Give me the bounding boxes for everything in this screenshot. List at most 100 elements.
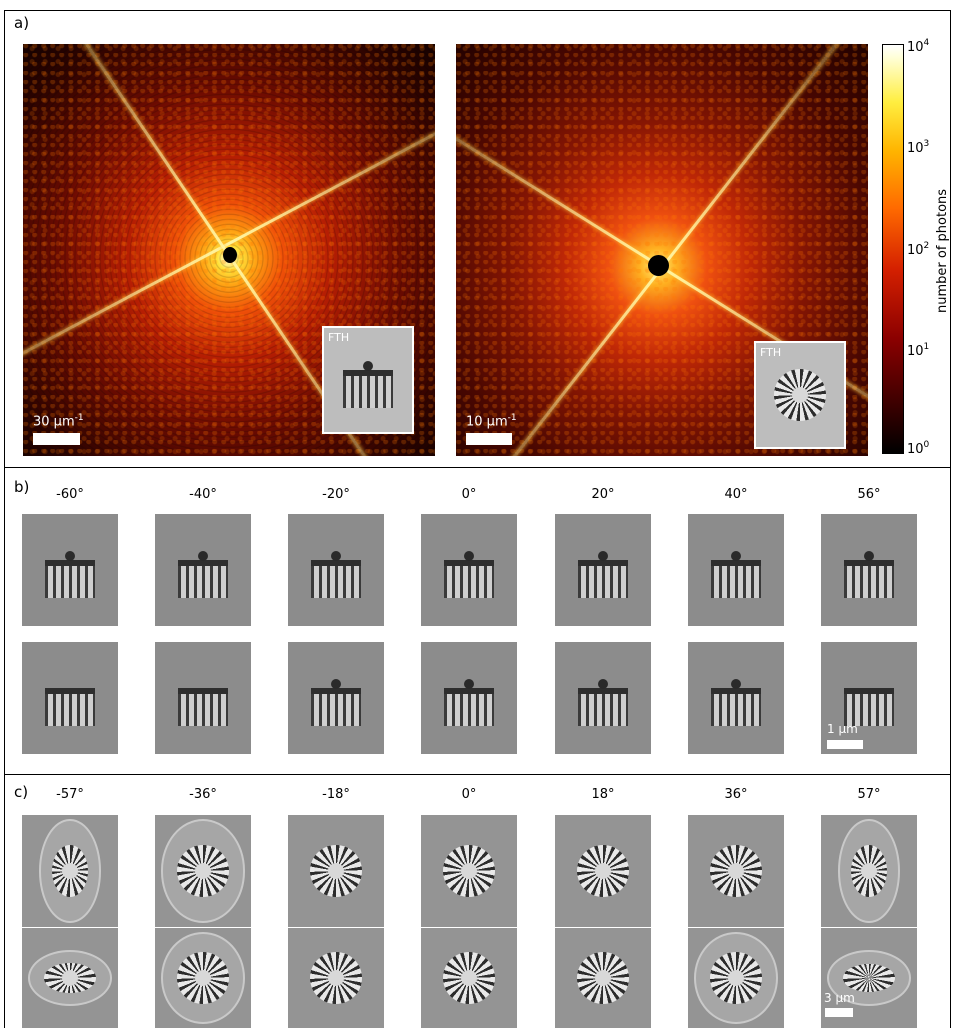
angle-label: 20° — [591, 487, 615, 502]
beamstop — [648, 255, 669, 276]
rosette-core — [195, 970, 211, 986]
scale-bar — [827, 740, 863, 749]
reconstruction-tile — [155, 928, 251, 1028]
reconstruction-tile — [421, 514, 517, 626]
reconstruction-tile — [688, 928, 784, 1028]
reconstruction-tile — [555, 815, 651, 927]
reconstruction-tile — [288, 815, 384, 927]
angle-label: -20° — [322, 487, 350, 502]
angle-label: 18° — [591, 787, 615, 802]
gate-structure-image — [444, 688, 494, 726]
angle-label: -18° — [322, 787, 350, 802]
gate-structure-image — [178, 688, 228, 726]
reconstruction-tile — [555, 514, 651, 626]
colorbar-tick: 103 — [907, 139, 930, 156]
reconstruction-tile — [155, 642, 251, 754]
gate-structure-image — [578, 560, 628, 598]
rosette-core — [595, 863, 611, 879]
gate-structure-image — [343, 370, 393, 408]
angle-label: 0° — [461, 487, 477, 502]
colorbar-tick: 100 — [907, 440, 930, 457]
rosette-core — [792, 387, 808, 403]
rosette-core — [195, 863, 211, 879]
reconstruction-tile — [555, 928, 651, 1028]
reconstruction-tile — [688, 815, 784, 927]
colorbar-tick: 102 — [907, 241, 930, 258]
reconstruction-tile — [421, 642, 517, 754]
reconstruction-tile — [22, 928, 118, 1028]
gate-marker-dot — [331, 551, 341, 561]
reconstruction-tile — [688, 514, 784, 626]
fth-inset: FTH — [754, 341, 846, 449]
gate-marker-dot — [363, 361, 373, 371]
gate-marker-dot — [464, 679, 474, 689]
rosette-core — [62, 863, 78, 879]
scale-bar-label: 30 μm-1 — [33, 413, 84, 430]
scale-bar — [466, 433, 512, 445]
reconstruction-tile — [22, 642, 118, 754]
rosette-core — [728, 970, 744, 986]
panel-a-label: a) — [14, 14, 30, 32]
gate-structure-image — [578, 688, 628, 726]
rosette-core — [461, 863, 477, 879]
gate-structure-image — [844, 688, 894, 726]
rosette-core — [461, 970, 477, 986]
reconstruction-tile — [288, 928, 384, 1028]
gate-structure-image — [844, 560, 894, 598]
membrane-ellipse — [160, 819, 246, 923]
diffraction-pattern-right: 10 μm-1 FTH — [456, 44, 868, 456]
gate-marker-dot — [731, 679, 741, 689]
gate-structure-image — [444, 560, 494, 598]
rosette-core — [595, 970, 611, 986]
reconstruction-tile: 3 µm — [821, 928, 917, 1028]
reconstruction-tile — [155, 815, 251, 927]
reconstruction-tile — [155, 514, 251, 626]
reconstruction-tile — [555, 642, 651, 754]
angle-label: 0° — [461, 787, 477, 802]
gate-structure-image — [311, 560, 361, 598]
reconstruction-tile — [688, 642, 784, 754]
angle-label: -36° — [189, 787, 217, 802]
inset-label: FTH — [760, 346, 782, 359]
reconstruction-tile — [421, 815, 517, 927]
colorbar — [882, 44, 904, 454]
angle-label: -57° — [56, 787, 84, 802]
colorbar-tick: 101 — [907, 342, 930, 359]
rosette-core — [62, 970, 78, 986]
scale-bar-label: 3 µm — [824, 991, 855, 1005]
panel-c-label: c) — [14, 783, 29, 801]
rosette-structure-image — [843, 964, 895, 992]
inset-label: FTH — [328, 331, 350, 344]
gate-marker-dot — [598, 679, 608, 689]
gate-structure-image — [178, 560, 228, 598]
gate-structure-image — [45, 688, 95, 726]
gate-marker-dot — [198, 551, 208, 561]
rosette-core — [328, 863, 344, 879]
gate-marker-dot — [65, 551, 75, 561]
angle-label: 36° — [724, 787, 748, 802]
angle-label: -40° — [189, 487, 217, 502]
rosette-core — [728, 863, 744, 879]
reconstruction-tile — [288, 514, 384, 626]
reconstruction-tile — [22, 514, 118, 626]
reconstruction-tile — [22, 815, 118, 927]
angle-label: 57° — [857, 787, 881, 802]
angle-label: -60° — [56, 487, 84, 502]
reconstruction-tile — [821, 815, 917, 927]
gate-marker-dot — [731, 551, 741, 561]
angle-label: 56° — [857, 487, 881, 502]
gate-marker-dot — [864, 551, 874, 561]
gate-marker-dot — [464, 551, 474, 561]
scale-bar — [825, 1008, 853, 1017]
reconstruction-tile — [821, 514, 917, 626]
colorbar-tick: 104 — [907, 38, 930, 55]
rosette-core — [328, 970, 344, 986]
gate-marker-dot — [598, 551, 608, 561]
gate-structure-image — [45, 560, 95, 598]
gate-structure-image — [711, 560, 761, 598]
beamstop — [223, 247, 237, 263]
scale-bar — [33, 433, 80, 445]
panel-c-frame — [4, 774, 951, 1028]
scale-bar-label: 1 µm — [827, 722, 858, 736]
reconstruction-tile: 1 µm — [821, 642, 917, 754]
